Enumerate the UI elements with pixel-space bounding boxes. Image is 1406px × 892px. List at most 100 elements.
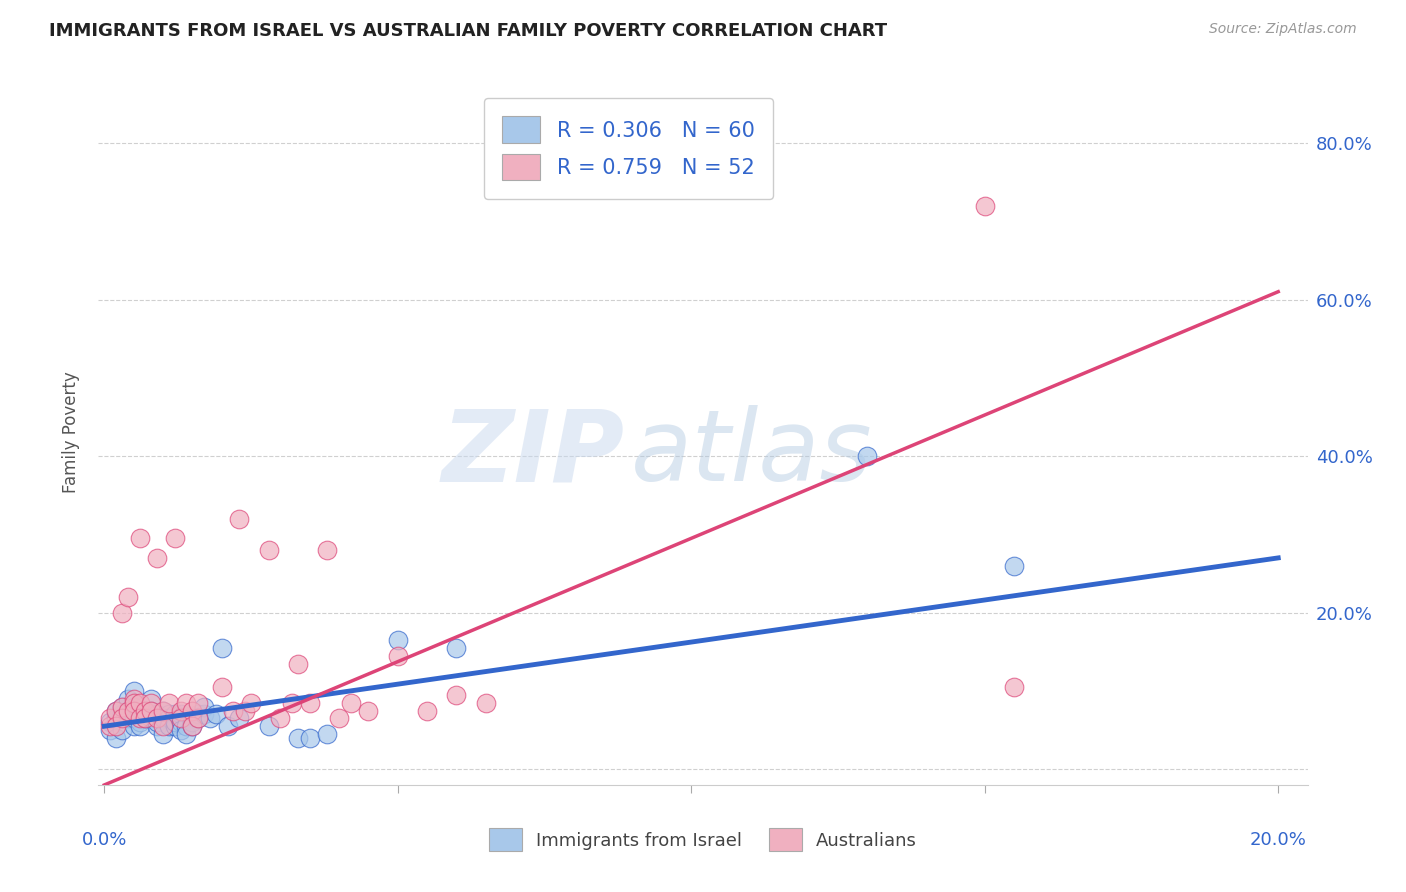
Point <box>146 719 169 733</box>
Point <box>122 699 145 714</box>
Point <box>163 715 186 730</box>
Point <box>187 711 209 725</box>
Point <box>856 449 879 463</box>
Point <box>316 543 339 558</box>
Point <box>233 704 256 718</box>
Point <box>141 691 163 706</box>
Point <box>141 696 163 710</box>
Point <box>357 704 380 718</box>
Point <box>111 711 134 725</box>
Point <box>157 707 180 722</box>
Point <box>217 719 239 733</box>
Point <box>98 711 121 725</box>
Point <box>211 680 233 694</box>
Point <box>163 719 186 733</box>
Point <box>128 715 150 730</box>
Point <box>122 696 145 710</box>
Point <box>973 198 995 212</box>
Point <box>157 696 180 710</box>
Point <box>105 711 128 725</box>
Point <box>269 711 291 725</box>
Point <box>146 707 169 722</box>
Point <box>122 719 145 733</box>
Point <box>416 704 439 718</box>
Y-axis label: Family Poverty: Family Poverty <box>62 372 80 493</box>
Point <box>176 719 198 733</box>
Point <box>152 719 174 733</box>
Point <box>128 532 150 546</box>
Text: IMMIGRANTS FROM ISRAEL VS AUSTRALIAN FAMILY POVERTY CORRELATION CHART: IMMIGRANTS FROM ISRAEL VS AUSTRALIAN FAM… <box>49 22 887 40</box>
Text: 20.0%: 20.0% <box>1250 830 1306 849</box>
Point <box>328 711 350 725</box>
Point <box>105 704 128 718</box>
Point <box>134 711 156 725</box>
Point <box>176 727 198 741</box>
Text: ZIP: ZIP <box>441 405 624 502</box>
Point <box>298 696 321 710</box>
Point <box>163 532 186 546</box>
Point <box>181 719 204 733</box>
Point <box>128 696 150 710</box>
Point <box>134 704 156 718</box>
Point <box>105 704 128 718</box>
Point <box>181 704 204 718</box>
Point <box>146 550 169 565</box>
Point <box>117 704 139 718</box>
Point <box>228 512 250 526</box>
Point <box>134 711 156 725</box>
Point <box>222 704 245 718</box>
Point <box>257 543 280 558</box>
Point <box>446 688 468 702</box>
Point <box>117 691 139 706</box>
Point <box>122 691 145 706</box>
Point <box>169 704 191 718</box>
Point <box>111 707 134 722</box>
Point <box>128 711 150 725</box>
Point <box>146 715 169 730</box>
Point <box>105 731 128 745</box>
Point <box>105 719 128 733</box>
Point <box>122 684 145 698</box>
Point <box>122 704 145 718</box>
Point <box>134 707 156 722</box>
Point <box>128 719 150 733</box>
Point <box>111 723 134 738</box>
Point <box>152 711 174 725</box>
Point <box>98 719 121 733</box>
Point <box>169 715 191 730</box>
Point <box>387 633 409 648</box>
Point <box>204 707 226 722</box>
Point <box>316 727 339 741</box>
Point <box>152 727 174 741</box>
Point <box>117 711 139 725</box>
Point <box>169 707 191 722</box>
Point <box>287 731 309 745</box>
Point <box>298 731 321 745</box>
Point <box>157 719 180 733</box>
Text: 0.0%: 0.0% <box>82 830 127 849</box>
Point <box>152 704 174 718</box>
Point <box>187 696 209 710</box>
Point <box>1002 680 1025 694</box>
Legend: Immigrants from Israel, Australians: Immigrants from Israel, Australians <box>479 819 927 861</box>
Point <box>146 711 169 725</box>
Point <box>141 704 163 718</box>
Point <box>176 696 198 710</box>
Point <box>157 711 180 725</box>
Point <box>117 590 139 604</box>
Point <box>193 707 215 722</box>
Point <box>198 711 221 725</box>
Point <box>1002 558 1025 573</box>
Point <box>134 704 156 718</box>
Point <box>122 711 145 725</box>
Point <box>340 696 363 710</box>
Text: Source: ZipAtlas.com: Source: ZipAtlas.com <box>1209 22 1357 37</box>
Point <box>98 715 121 730</box>
Point <box>228 711 250 725</box>
Point <box>257 719 280 733</box>
Point <box>128 707 150 722</box>
Point <box>169 723 191 738</box>
Point <box>111 606 134 620</box>
Point <box>287 657 309 671</box>
Point <box>169 711 191 725</box>
